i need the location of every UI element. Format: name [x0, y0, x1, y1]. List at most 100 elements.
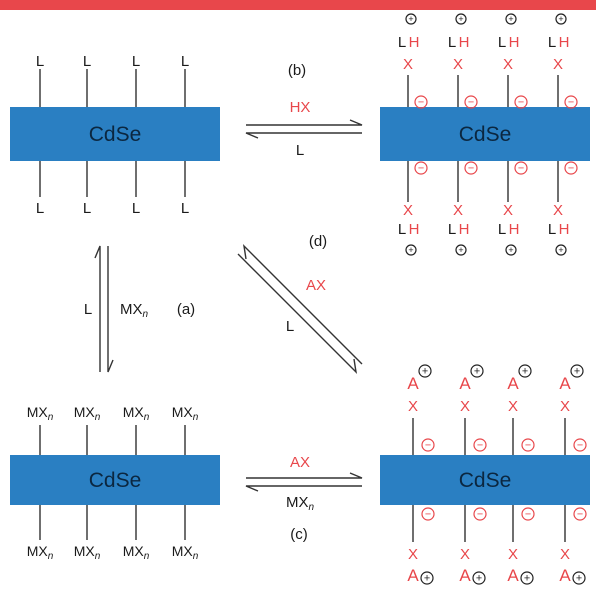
charge-plus-top-0-ring: [418, 364, 432, 378]
ligand-X-top-0: X: [408, 398, 418, 415]
ligand-A-top-1: A: [459, 374, 471, 393]
ligand-L-top-3: L: [548, 34, 556, 51]
charge-minus-top-2-sign: −: [525, 440, 531, 452]
ligand-A-top-3: A: [559, 374, 571, 393]
reaction-a-forward-reagent: MXn: [120, 301, 149, 320]
charge-plus-top-2-sign: +: [508, 14, 513, 24]
charge-plus-bottom-1-ring: [455, 244, 467, 256]
charge-plus-top-2: +: [505, 13, 517, 25]
charge-minus-bottom-2-ring: [514, 161, 528, 175]
nanocrystal-bottom-left-label: CdSe: [89, 469, 142, 492]
ligand-L-top-0: L: [398, 34, 406, 51]
ligand-MXn-top-3: MXn: [172, 404, 199, 423]
ligand-X-bottom-3: X: [560, 546, 570, 563]
ligand-H-top-0: H: [409, 34, 420, 51]
charge-plus-top-0-ring: [405, 13, 417, 25]
charge-plus-bottom-2: +: [505, 244, 517, 256]
charge-plus-bottom-1-sign: +: [458, 245, 463, 255]
charge-minus-bottom-3: −: [564, 161, 578, 175]
ligand-H-top-1: H: [459, 34, 470, 51]
reaction-a-arrow: [94, 245, 114, 373]
ligand-L-bottom-0: L: [36, 200, 44, 217]
charge-plus-bottom-1-sign: +: [476, 573, 482, 585]
charge-minus-top-2-ring: [521, 438, 535, 452]
charge-minus-bottom-2: −: [521, 507, 535, 521]
charge-minus-bottom-1-ring: [464, 161, 478, 175]
charge-minus-top-1-sign: −: [468, 97, 474, 109]
charge-minus-top-2: −: [514, 95, 528, 109]
charge-plus-top-1-ring: [455, 13, 467, 25]
reaction-c-forward-reagent: AX: [290, 454, 310, 471]
charge-plus-bottom-1: +: [455, 244, 467, 256]
ligand-MXn-top-2: MXn: [123, 404, 150, 423]
reaction-d-arrow: [237, 243, 363, 375]
charge-minus-bottom-3-ring: [564, 161, 578, 175]
charge-plus-bottom-3: +: [555, 244, 567, 256]
charge-minus-bottom-0: −: [421, 507, 435, 521]
ligand-L-bottom-0: L: [398, 221, 406, 238]
charge-minus-bottom-2-sign: −: [518, 163, 524, 175]
charge-minus-top-1: −: [473, 438, 487, 452]
ligand-X-bottom-2: X: [503, 202, 513, 219]
charge-plus-top-3: +: [555, 13, 567, 25]
ligand-MXn-bottom-3: MXn: [172, 543, 199, 562]
ligand-L-top-1: L: [83, 53, 91, 70]
reaction-d-forward-reagent: AX: [306, 277, 326, 294]
reaction-a-label: (a): [177, 301, 195, 318]
charge-minus-bottom-1-sign: −: [468, 163, 474, 175]
charge-minus-bottom-3-ring: [573, 507, 587, 521]
ligand-L-bottom-2: L: [132, 200, 140, 217]
charge-minus-bottom-1: −: [464, 161, 478, 175]
charge-plus-bottom-0: +: [420, 571, 434, 585]
charge-plus-top-3-sign: +: [574, 366, 580, 378]
ligand-L-top-0: L: [36, 53, 44, 70]
charge-plus-bottom-0-ring: [420, 571, 434, 585]
charge-minus-top-3-ring: [564, 95, 578, 109]
ligand-H-bottom-2: H: [509, 221, 520, 238]
charge-minus-top-0-ring: [421, 438, 435, 452]
charge-minus-top-0: −: [414, 95, 428, 109]
charge-plus-bottom-3-ring: [572, 571, 586, 585]
ligand-A-bottom-0: A: [407, 566, 419, 585]
nanocrystal-top-left: [10, 107, 220, 161]
nanocrystal-bottom-right: [380, 455, 590, 505]
charge-plus-bottom-1-ring: [472, 571, 486, 585]
charge-plus-bottom-2: +: [520, 571, 534, 585]
charge-minus-top-1-ring: [473, 438, 487, 452]
charge-plus-top-3-ring: [555, 13, 567, 25]
ligand-X-bottom-0: X: [408, 546, 418, 563]
charge-plus-top-1-sign: +: [458, 14, 463, 24]
charge-minus-bottom-2-sign: −: [525, 509, 531, 521]
reaction-a-reverse-reagent: L: [84, 301, 92, 318]
charge-plus-top-0-sign: +: [422, 366, 428, 378]
charge-plus-top-1: +: [470, 364, 484, 378]
nanocrystal-top-right-label: CdSe: [459, 123, 512, 146]
charge-plus-top-2-ring: [518, 364, 532, 378]
charge-minus-bottom-0: −: [414, 161, 428, 175]
ligand-A-top-2: A: [507, 374, 519, 393]
charge-plus-top-0: +: [405, 13, 417, 25]
charge-plus-top-1-ring: [470, 364, 484, 378]
reaction-b-label: (b): [288, 62, 306, 79]
ligand-X-top-3: X: [553, 56, 563, 73]
ligand-L-bottom-3: L: [181, 200, 189, 217]
charge-plus-top-0: +: [418, 364, 432, 378]
ligand-MXn-bottom-1: MXn: [74, 543, 101, 562]
ligand-A-top-0: A: [407, 374, 419, 393]
reaction-c-reverse-reagent: MXn: [286, 494, 315, 513]
charge-minus-top-0-sign: −: [418, 97, 424, 109]
charge-minus-bottom-1-ring: [473, 507, 487, 521]
reaction-c-label: (c): [290, 526, 308, 543]
charge-plus-bottom-2-ring: [520, 571, 534, 585]
charge-minus-bottom-1: −: [473, 507, 487, 521]
charge-plus-bottom-0: +: [405, 244, 417, 256]
nanocrystal-bottom-right-label: CdSe: [459, 469, 512, 492]
charge-minus-bottom-3-sign: −: [577, 509, 583, 521]
charge-plus-bottom-0-sign: +: [424, 573, 430, 585]
ligand-X-bottom-1: X: [460, 546, 470, 563]
charge-minus-top-1-sign: −: [477, 440, 483, 452]
reaction-b-forward-reagent: HX: [290, 99, 311, 116]
ligand-X-bottom-2: X: [508, 546, 518, 563]
ligand-MXn-top-1: MXn: [74, 404, 101, 423]
